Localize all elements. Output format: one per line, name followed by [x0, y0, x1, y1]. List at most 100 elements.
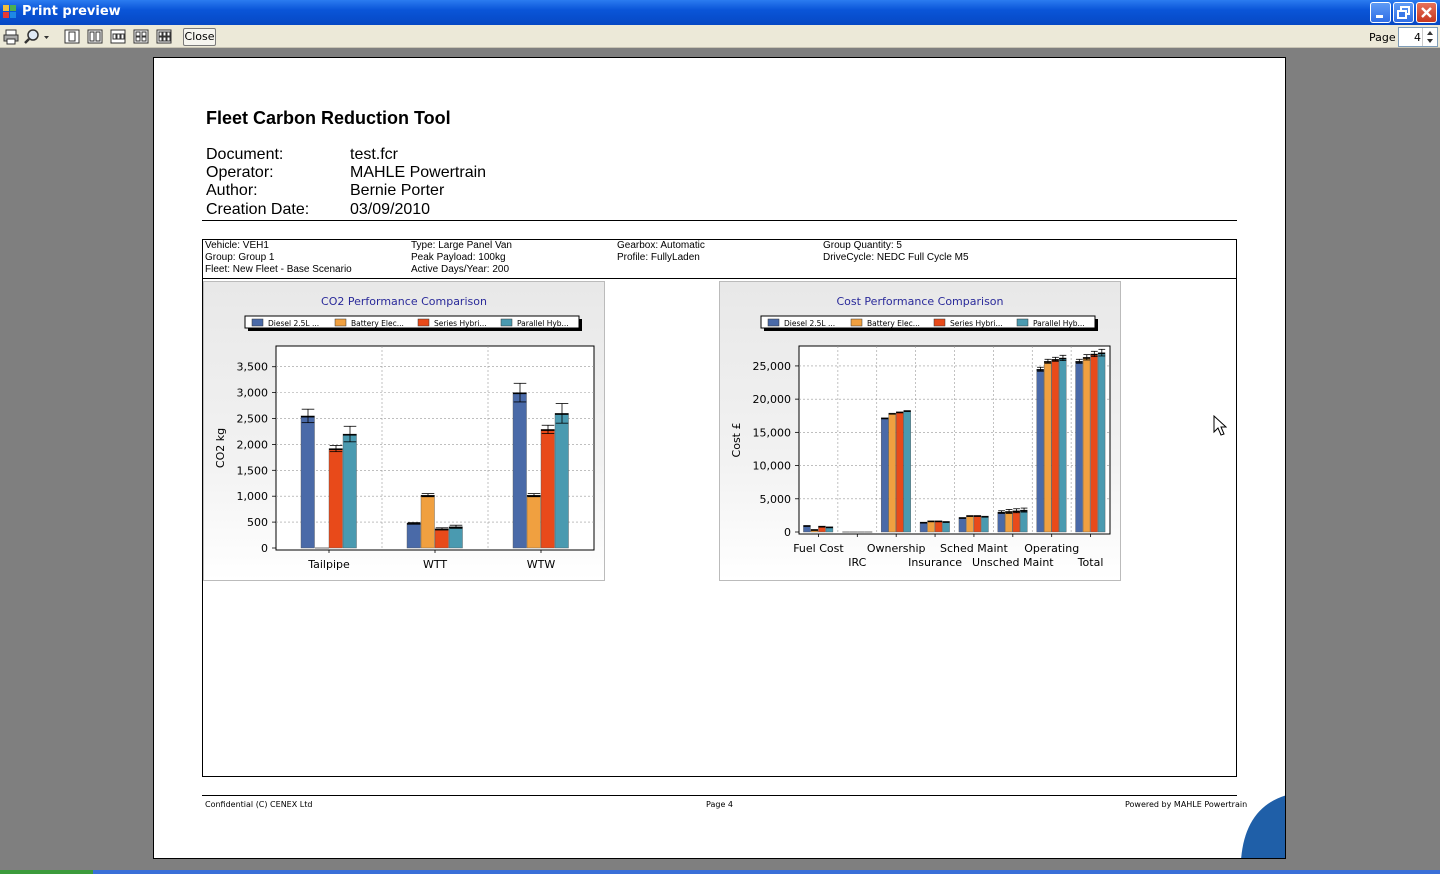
y-tick-label: 0 [784, 526, 791, 539]
y-axis-label: Cost £ [730, 423, 743, 458]
zoom-icon[interactable] [24, 28, 50, 45]
spinner-arrows-icon[interactable] [1422, 28, 1437, 46]
app-icon [3, 5, 16, 18]
vehicle-info-text: Profile: FullyLaden [617, 252, 700, 263]
close-button[interactable]: Close [183, 28, 216, 46]
restore-icon [1397, 6, 1410, 19]
meta-value: test.fcr [350, 146, 399, 163]
mouse-cursor-icon [1213, 415, 1227, 436]
legend-swatch [417, 318, 430, 327]
footer-page-number: Page 4 [706, 800, 733, 809]
x-tick-label: Ownership [867, 542, 926, 555]
vehicle-info-text: Peak Payload: 100kg [411, 252, 506, 263]
footer-divider [202, 795, 1237, 796]
bar-top-edge [981, 516, 989, 518]
print-icon[interactable] [3, 28, 19, 45]
y-tick-label: 500 [247, 516, 268, 529]
data-bar [1036, 369, 1044, 533]
one-page-icon[interactable] [64, 28, 80, 45]
meta-label: Author: [206, 182, 258, 199]
footer-right-text: Powered by MAHLE Powertrain [1125, 800, 1248, 809]
vehicle-info-text: DriveCycle: NEDC Full Cycle M5 [823, 252, 969, 263]
x-tick-label: Insurance [908, 556, 962, 569]
meta-label: Operator: [206, 164, 274, 181]
bar-top-edge [920, 522, 928, 524]
page-number-spinner[interactable] [1398, 27, 1438, 47]
x-tick-label: Tailpipe [307, 558, 350, 571]
bar-top-edge [818, 526, 826, 528]
y-tick-label: 25,000 [753, 360, 792, 373]
data-bar [1097, 352, 1106, 533]
co2-chart: CO2 Performance Comparison Diesel 2.5L ..… [214, 295, 595, 571]
x-tick-label: WTW [527, 558, 556, 571]
legend-label: Battery Elec... [351, 319, 404, 328]
close-window-button[interactable] [1416, 2, 1437, 23]
y-tick-label: 0 [261, 542, 268, 555]
y-tick-label: 3,000 [237, 387, 269, 400]
x-tick-label: Total [1077, 556, 1104, 569]
data-bar [526, 494, 541, 549]
vehicle-section [202, 239, 1237, 777]
legend-label: Series Hybri... [434, 319, 487, 328]
minimize-button[interactable] [1370, 2, 1391, 23]
legend-swatch [334, 318, 347, 327]
six-pages-icon[interactable] [156, 28, 172, 45]
page-number-input[interactable] [1401, 30, 1421, 44]
three-pages-icon[interactable] [110, 28, 126, 45]
y-tick-label: 2,000 [237, 438, 269, 451]
x-tick-label: Unsched Maint [972, 556, 1054, 569]
bar-top-edge [903, 410, 911, 412]
minimize-icon [1376, 15, 1383, 18]
y-axis-label: CO2 kg [214, 428, 227, 468]
bar-top-edge [881, 417, 889, 420]
legend-label: Parallel Hyb... [517, 319, 569, 328]
bar-top-edge [958, 517, 966, 519]
data-bar [342, 433, 357, 549]
vehicle-info-text: Group: Group 1 [205, 252, 275, 263]
legend-label: Diesel 2.5L ... [784, 319, 835, 328]
meta-label: Document: [206, 146, 284, 163]
bar-top-edge [973, 515, 981, 517]
start-button[interactable] [0, 870, 93, 874]
data-bar [958, 517, 967, 533]
legend-box [244, 315, 580, 329]
data-bar [880, 417, 889, 533]
vehicle-info-text: Group Quantity: 5 [823, 240, 902, 251]
four-pages-icon[interactable] [133, 28, 149, 45]
data-bar [512, 392, 527, 549]
legend-label: Series Hybri... [950, 319, 1003, 328]
chart-legend: Diesel 2.5L ... Battery Elec... Series Hyb… [244, 315, 582, 331]
bar-top-edge [896, 411, 904, 414]
data-bar [888, 412, 896, 533]
restore-button[interactable] [1393, 2, 1414, 23]
bar-top-edge [966, 515, 974, 517]
data-bar [903, 410, 911, 533]
two-pages-icon[interactable] [87, 28, 103, 45]
chart-legend: Diesel 2.5L ... Battery Elec... Series Hyb… [760, 315, 1098, 331]
taskbar [0, 870, 1440, 874]
meta-value: Bernie Porter [350, 182, 445, 199]
vehicle-info-text: Vehicle: VEH1 [205, 240, 269, 251]
legend-label: Diesel 2.5L ... [268, 319, 319, 328]
data-bar [942, 521, 950, 533]
meta-value: 03/09/2010 [350, 201, 431, 218]
bar-top-edge [888, 413, 896, 415]
y-tick-label: 1,500 [237, 464, 269, 477]
meta-label: Creation Date: [206, 201, 310, 218]
legend-swatch [767, 318, 780, 327]
vehicle-info-text: Gearbox: Automatic [617, 240, 705, 251]
x-tick-label: WTT [423, 558, 447, 571]
x-tick-label: Operating [1024, 542, 1079, 555]
co2-chart-panel: CO2 Performance Comparison Diesel 2.5L ..… [203, 281, 605, 581]
data-bar [966, 515, 974, 533]
footer-left-text: Confidential (C) CENEX Ltd [205, 800, 313, 809]
bar-top-edge [927, 520, 935, 523]
close-icon [1421, 7, 1432, 18]
y-tick-label: 1,000 [237, 490, 269, 503]
chart-title: CO2 Performance Comparison [321, 295, 487, 308]
y-tick-label: 10,000 [753, 460, 792, 473]
bar-top-edge [935, 520, 943, 523]
data-bar [540, 429, 555, 549]
data-bar [554, 413, 569, 549]
data-bar [406, 522, 421, 549]
